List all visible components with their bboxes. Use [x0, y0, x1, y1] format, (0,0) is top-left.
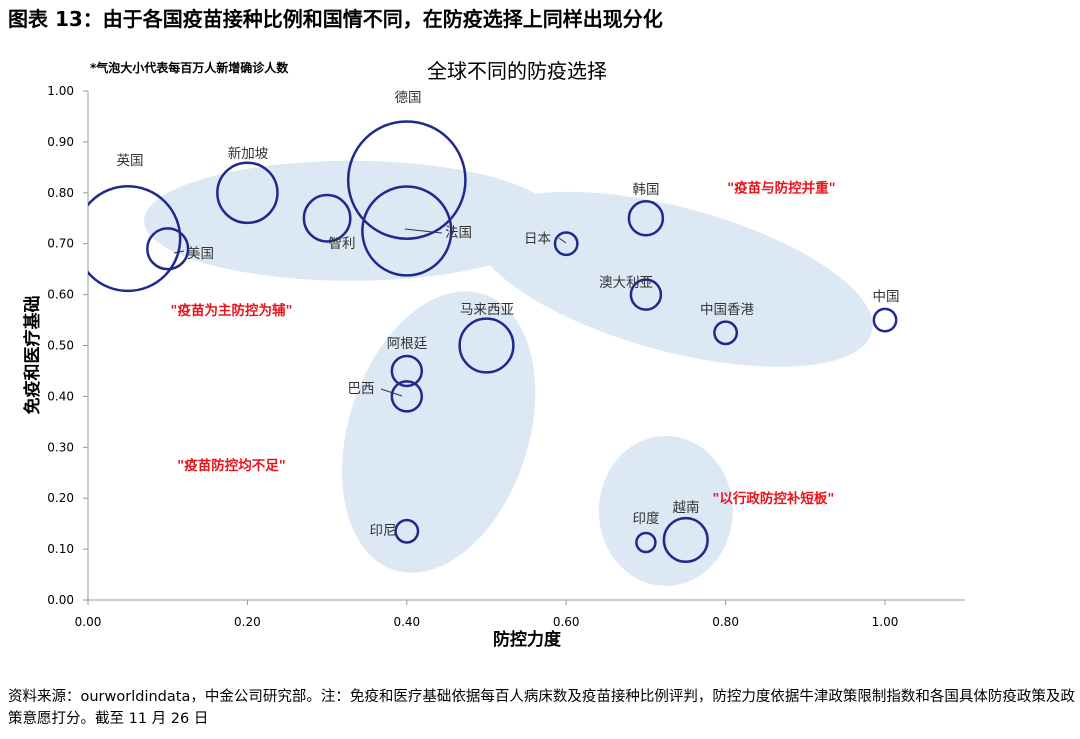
- x-tick-label: 0.60: [553, 615, 580, 629]
- x-tick-label: 0.80: [712, 615, 739, 629]
- point-label: 澳大利亚: [599, 275, 653, 291]
- source-note: 资料来源：ourworldindata，中金公司研究部。注：免疫和医疗基础依据每…: [8, 689, 1075, 727]
- region-annotation: "疫苗为主防控为辅": [170, 302, 292, 319]
- point-label: 中国香港: [700, 302, 754, 318]
- bubble: [346, 120, 467, 240]
- bubble: [216, 161, 279, 225]
- bubble: [627, 200, 665, 237]
- region-annotations: "疫苗与防控并重" "疫苗为主防控为辅" "疫苗防控均不足" "以行政防控补短板": [170, 180, 835, 507]
- y-tick-label: 0.10: [47, 542, 74, 556]
- point-label: 越南: [673, 500, 700, 516]
- bubble: [629, 278, 663, 311]
- bubble: [553, 231, 579, 257]
- region-annotation: "以行政防控补短板": [712, 490, 834, 507]
- figure-title: 图表 13：由于各国疫苗接种比例和国情不同，在防疫选择上同样出现分化: [8, 7, 663, 31]
- point-label: 新加坡: [228, 146, 269, 162]
- bubble: [458, 317, 515, 374]
- point-label: 法国: [445, 225, 472, 241]
- chart-subtitle: *气泡大小代表每百万人新增确诊人数: [90, 60, 289, 75]
- cluster-ellipse-4: [598, 435, 733, 586]
- point-label: 中国: [873, 289, 900, 305]
- region-annotation: "疫苗与防控并重": [727, 180, 836, 197]
- bubble: [361, 185, 453, 277]
- y-tick-label: 0.00: [47, 593, 74, 607]
- leader-line: [558, 237, 567, 244]
- bubble: [88, 185, 182, 293]
- y-tick-label: 0.50: [47, 339, 74, 353]
- point-label: 印尼: [370, 523, 397, 539]
- x-ticks: 0.00 0.20 0.40 0.60 0.80 1.00: [75, 600, 899, 629]
- x-tick-label: 0.20: [234, 615, 261, 629]
- region-annotation: "疫苗防控均不足": [177, 457, 286, 474]
- point-label: 印度: [633, 511, 660, 527]
- y-tick-label: 0.30: [47, 440, 74, 454]
- bubble: [713, 320, 739, 346]
- bubble: [394, 518, 420, 544]
- chart-title: 全球不同的防疫选择: [427, 59, 607, 83]
- bubble: [390, 354, 424, 388]
- bubble: [662, 516, 709, 564]
- y-tick-label: 1.00: [47, 84, 74, 98]
- point-label: 智利: [329, 236, 356, 252]
- y-ticks: 0.00 0.10 0.20 0.30 0.40 0.50 0.60 0.70 0.80 0.90…: [47, 84, 88, 607]
- y-tick-label: 0.80: [47, 186, 74, 200]
- cluster-ellipse-3: [342, 291, 536, 573]
- point-label: 阿根廷: [387, 336, 428, 352]
- point-label: 日本: [524, 231, 552, 247]
- y-tick-label: 0.90: [47, 135, 74, 149]
- y-tick-label: 0.40: [47, 389, 74, 403]
- x-tick-label: 0.40: [393, 615, 420, 629]
- bubble: [302, 193, 352, 243]
- point-label: 德国: [395, 90, 422, 106]
- bubble: [390, 380, 424, 413]
- y-tick-label: 0.60: [47, 288, 74, 302]
- bubble: [872, 307, 898, 333]
- bubbles: [88, 120, 898, 564]
- bubble: [146, 227, 190, 271]
- point-label: 马来西亚: [460, 302, 514, 318]
- point-label: 巴西: [348, 381, 375, 397]
- x-tick-label: 0.00: [75, 615, 102, 629]
- y-tick-label: 0.20: [47, 491, 74, 505]
- x-axis-label: 防控力度: [493, 629, 562, 650]
- point-label: 美国: [187, 246, 214, 262]
- x-tick-label: 1.00: [872, 615, 899, 629]
- point-label: 英国: [117, 152, 144, 169]
- y-tick-label: 0.70: [47, 237, 74, 251]
- bubble-chart: *气泡大小代表每百万人新增确诊人数 全球不同的防疫选择 0.00 0.10 0.20…: [22, 59, 965, 650]
- bubble: [635, 531, 657, 554]
- y-axis-label: 免疫和医疗基础: [22, 296, 43, 415]
- point-label: 韩国: [633, 182, 660, 198]
